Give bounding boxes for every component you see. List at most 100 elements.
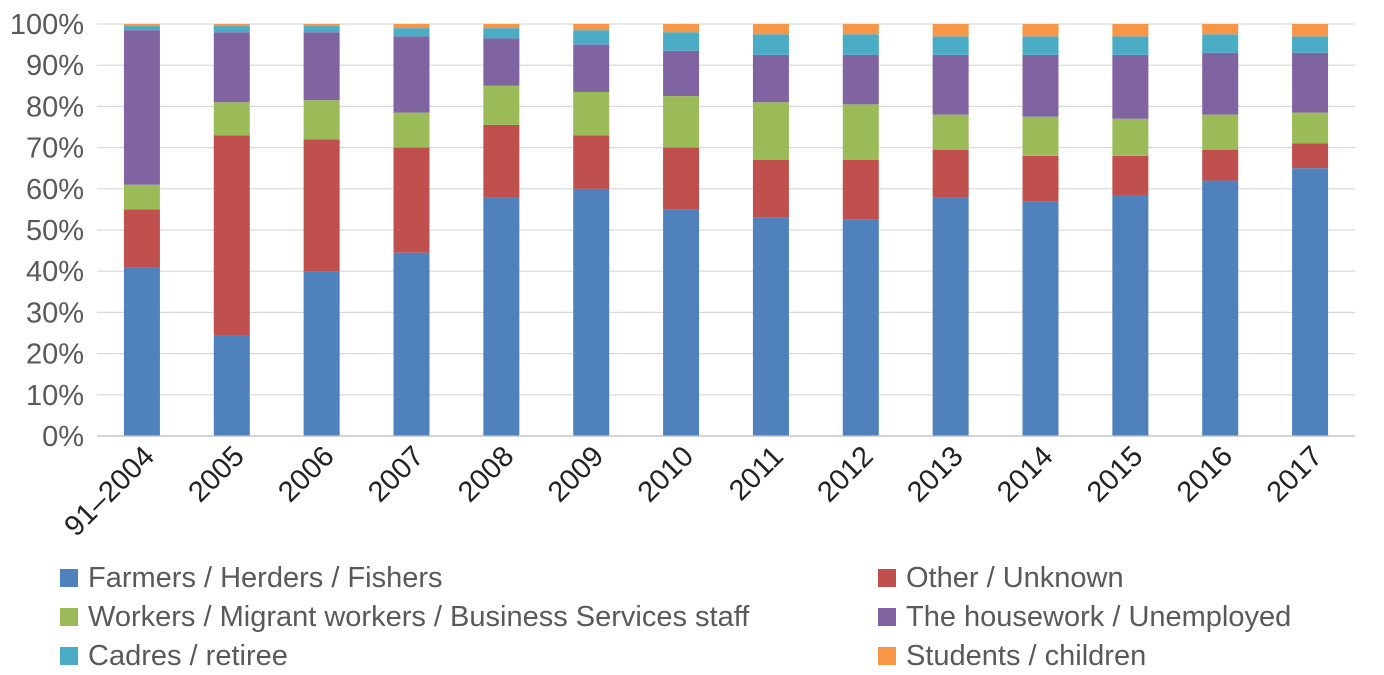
x-tick-label: 2006 (272, 440, 340, 508)
bar-segment-1-12 (1202, 149, 1239, 181)
bar-segment-4-6 (663, 32, 700, 51)
bar-segment-2-7 (752, 102, 789, 160)
bar-stacks (123, 24, 1329, 436)
x-tick-label: 2008 (452, 440, 520, 508)
bar-segment-3-0 (123, 30, 160, 185)
bar-segment-4-0 (123, 26, 160, 31)
bar-segment-0-6 (663, 209, 700, 436)
bar-segment-5-3 (393, 24, 430, 29)
bar-segment-2-2 (303, 100, 340, 140)
bar-segment-1-11 (1112, 155, 1149, 195)
bar-segment-0-2 (303, 271, 340, 436)
bar-segment-3-3 (393, 36, 430, 113)
x-tick-label: 2009 (542, 440, 610, 508)
bar-segment-0-5 (573, 188, 610, 436)
bar-segment-3-9 (932, 54, 969, 115)
bar-segment-2-12 (1202, 114, 1239, 150)
bar-segment-1-7 (752, 159, 789, 218)
x-tick-label: 2015 (1081, 440, 1149, 508)
bar-segment-1-4 (483, 124, 520, 198)
gridlines (97, 23, 1355, 437)
bar-segment-5-0 (123, 24, 160, 27)
bar-segment-4-5 (573, 30, 610, 45)
bar-segment-5-11 (1112, 24, 1149, 37)
bar-segment-5-6 (663, 24, 700, 33)
bar-segment-1-3 (393, 147, 430, 253)
y-tick-label: 90% (26, 50, 84, 82)
bar-segment-5-4 (483, 24, 520, 29)
bar-segment-3-5 (573, 44, 610, 92)
x-tick-label: 2011 (723, 440, 790, 507)
bar-segment-3-8 (842, 54, 879, 105)
bar-segment-3-6 (663, 50, 700, 97)
bar-segment-5-10 (1022, 24, 1059, 37)
bar-segment-3-10 (1022, 54, 1059, 117)
bar-segment-1-6 (663, 147, 700, 210)
y-tick-label: 70% (26, 133, 84, 165)
bar-segment-0-0 (123, 267, 160, 436)
y-tick-label: 20% (26, 339, 84, 371)
bar-segment-2-10 (1022, 116, 1059, 156)
bar-segment-4-12 (1202, 34, 1239, 53)
bar-segment-2-8 (842, 104, 879, 160)
bar-segment-5-9 (932, 24, 969, 37)
bar-segment-5-7 (752, 24, 789, 35)
bar-segment-4-8 (842, 34, 879, 55)
y-tick-label: 50% (26, 215, 84, 247)
x-tick-label: 2012 (811, 440, 879, 508)
y-tick-label: 40% (26, 256, 84, 288)
bar-segment-1-1 (213, 135, 250, 336)
bar-segment-5-8 (842, 24, 879, 35)
bar-segment-2-13 (1292, 112, 1329, 144)
bar-segment-0-1 (213, 335, 250, 436)
bar-segment-1-5 (573, 135, 610, 189)
bar-segment-3-13 (1292, 52, 1329, 113)
bar-segment-4-3 (393, 28, 430, 37)
x-tick-label: 91–2004 (58, 440, 160, 542)
bar-segment-5-5 (573, 24, 610, 31)
bar-segment-2-0 (123, 184, 160, 210)
bar-segment-1-8 (842, 159, 879, 220)
bar-segment-0-3 (393, 252, 430, 436)
bar-segment-3-7 (752, 54, 789, 103)
bar-segment-1-10 (1022, 155, 1059, 202)
bar-segment-1-13 (1292, 143, 1329, 169)
bar-segment-3-2 (303, 32, 340, 101)
x-tick-label: 2013 (901, 440, 969, 508)
y-axis: 0% 10% 20% 30% 40% 50% 60% 70% 80% 90% 100% (10, 9, 84, 453)
bar-segment-1-2 (303, 139, 340, 272)
bar-segment-2-3 (393, 112, 430, 148)
bar-segment-3-1 (213, 32, 250, 103)
bar-segment-5-13 (1292, 24, 1329, 37)
bar-segment-0-8 (842, 219, 879, 436)
bar-segment-3-12 (1202, 52, 1239, 115)
bar-segment-3-4 (483, 38, 520, 86)
x-tick-label: 2014 (991, 440, 1059, 508)
bar-segment-3-11 (1112, 54, 1149, 119)
bar-segment-0-13 (1292, 168, 1329, 436)
y-tick-label: 0% (42, 421, 84, 453)
bar-segment-2-6 (663, 96, 700, 148)
bar-segment-1-9 (932, 149, 969, 198)
x-tick-label: 2005 (182, 440, 250, 508)
y-tick-label: 60% (26, 174, 84, 206)
bar-segment-0-7 (752, 217, 789, 436)
bar-segment-4-7 (752, 34, 789, 55)
bar-segment-0-11 (1112, 194, 1149, 436)
bar-segment-0-9 (932, 197, 969, 436)
x-tick-label: 2016 (1171, 440, 1239, 508)
bar-segment-5-1 (213, 24, 250, 27)
bar-segment-2-5 (573, 91, 610, 136)
bar-segment-0-4 (483, 197, 520, 436)
bar-segment-2-11 (1112, 118, 1149, 156)
bar-segment-4-13 (1292, 36, 1329, 53)
bar-segment-1-0 (123, 209, 160, 268)
bar-segment-5-12 (1202, 24, 1239, 35)
x-tick-label: 2017 (1261, 440, 1329, 508)
bar-segment-4-1 (213, 26, 250, 33)
bar-segment-0-12 (1202, 180, 1239, 436)
y-tick-label: 80% (26, 91, 84, 123)
bar-segment-2-9 (932, 114, 969, 150)
x-tick-label: 2010 (632, 440, 700, 508)
